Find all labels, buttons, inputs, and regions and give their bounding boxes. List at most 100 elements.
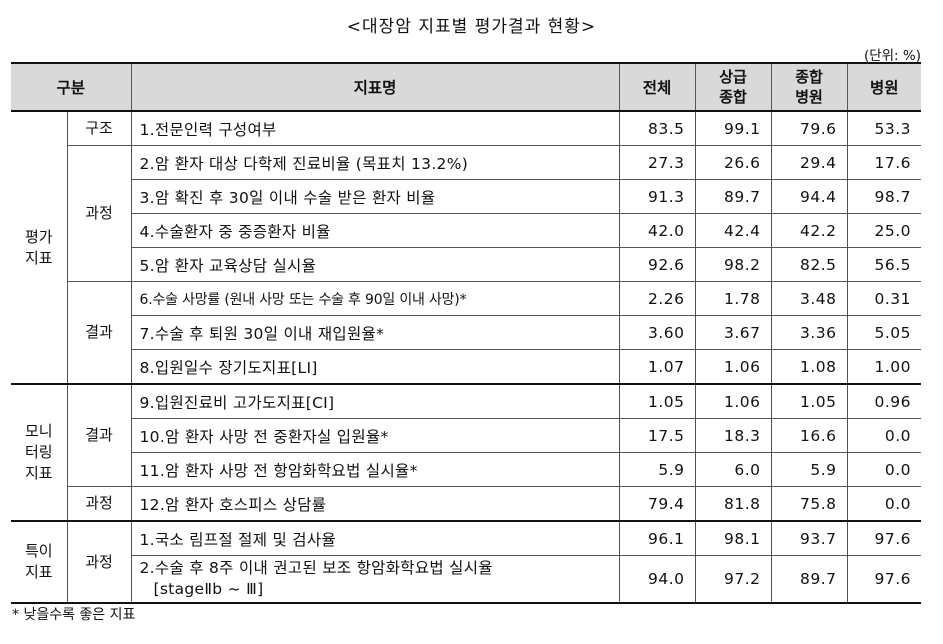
value-hospital: 0.0 xyxy=(846,452,921,487)
value-general: 1.08 xyxy=(770,349,848,385)
subgroup-process: 과정 xyxy=(67,145,132,282)
value-upper: 98.1 xyxy=(694,520,772,556)
indicator-name: 12.암 환자 호스피스 상담률 xyxy=(130,486,620,522)
value-total: 83.5 xyxy=(618,110,696,146)
value-upper: 1.78 xyxy=(694,281,772,316)
value-hospital: 0.0 xyxy=(846,486,921,522)
header-general-hospital: 종합 병원 xyxy=(770,62,848,112)
indicator-name: 8.입원일수 장기도지표[LI] xyxy=(131,349,620,385)
table-row: 5.암 환자 교육상담 실시율 92.6 98.2 82.5 56.5 xyxy=(11,247,921,282)
value-total: 79.4 xyxy=(618,486,696,522)
indicator-name: 4.수술환자 중 중증환자 비율 xyxy=(131,213,620,248)
value-general: 29.4 xyxy=(770,145,848,180)
group-special: 특이 지표 xyxy=(11,520,68,604)
value-upper: 81.8 xyxy=(694,486,772,522)
table-row: 10.암 환자 사망 전 중환자실 입원율* 17.5 18.3 16.6 0.… xyxy=(11,418,921,453)
value-hospital: 5.05 xyxy=(846,315,921,350)
value-total: 17.5 xyxy=(618,418,696,453)
value-upper: 97.2 xyxy=(694,555,772,604)
evaluation-results-table: 구분 지표명 전체 상급 종합 종합 병원 병원 평가 지표 구조 1.전문인력 구… xyxy=(11,62,921,604)
value-total: 1.07 xyxy=(618,349,696,385)
footnote: * 낮을수록 좋은 지표 xyxy=(12,607,136,623)
subgroup-result: 결과 xyxy=(67,281,132,385)
value-total: 3.60 xyxy=(618,315,696,350)
table-row: 7.수술 후 퇴원 30일 이내 재입원율* 3.60 3.67 3.36 5.… xyxy=(11,315,921,350)
subgroup-result: 결과 xyxy=(66,383,132,487)
table-row: 4.수술환자 중 중증환자 비율 42.0 42.4 42.2 25.0 xyxy=(11,213,921,248)
value-upper: 1.06 xyxy=(694,383,772,419)
value-total: 42.0 xyxy=(618,213,696,248)
table-row: 8.입원일수 장기도지표[LI] 1.07 1.06 1.08 1.00 xyxy=(11,349,921,385)
value-total: 5.9 xyxy=(618,452,696,487)
table-title: <대장암 지표별 평가결과 현황> xyxy=(346,17,597,37)
value-hospital: 97.6 xyxy=(846,555,921,604)
value-general: 94.4 xyxy=(770,179,848,214)
value-hospital: 0.0 xyxy=(846,418,921,453)
value-upper: 6.0 xyxy=(694,452,772,487)
value-hospital: 56.5 xyxy=(846,247,921,282)
table-row: 3.암 확진 후 30일 이내 수술 받은 환자 비율 91.3 89.7 94… xyxy=(11,179,921,214)
value-upper: 98.2 xyxy=(694,247,772,282)
table-row: 모니 터링 지표 결과 9.입원진료비 고가도지표[CI] 1.05 1.06 … xyxy=(11,383,921,522)
table-row: 11.암 환자 사망 전 항암화학요법 실시율* 5.9 6.0 5.9 0.0 xyxy=(11,452,921,487)
table-row: 2.수술 후 8주 이내 권고된 보조 항암화학요법 실시율 [stageⅡb ~… xyxy=(11,555,921,604)
value-hospital: 0.96 xyxy=(846,383,921,419)
indicator-name: 1.국소 림프절 절제 및 검사율 xyxy=(130,520,620,556)
value-hospital: 98.7 xyxy=(846,179,921,214)
header-category: 구분 xyxy=(11,62,132,112)
value-general: 3.36 xyxy=(770,315,848,350)
value-hospital: 25.0 xyxy=(846,213,921,248)
value-general: 75.8 xyxy=(770,486,848,522)
value-hospital: 17.6 xyxy=(846,145,921,180)
header-indicator: 지표명 xyxy=(130,62,620,112)
table-row: 과정 12.암 환자 호스피스 상담률 79.4 81.8 75.8 0.0 xyxy=(11,486,921,522)
value-hospital: 53.3 xyxy=(846,110,921,146)
value-hospital: 1.00 xyxy=(846,349,921,385)
value-general: 89.7 xyxy=(770,555,848,604)
value-total: 2.26 xyxy=(618,281,696,316)
indicator-name: 10.암 환자 사망 전 중환자실 입원율* xyxy=(131,418,620,453)
value-upper: 89.7 xyxy=(694,179,772,214)
value-general: 1.05 xyxy=(770,383,848,419)
table-row: 과정 2.암 환자 대상 다학제 진료비율 (목표치 13.2%) 27.3 2… xyxy=(11,145,921,282)
value-upper: 18.3 xyxy=(694,418,772,453)
indicator-name: 6.수술 사망률 (원내 사망 또는 수술 후 90일 이내 사망)* xyxy=(130,281,620,316)
subgroup-structure: 구조 xyxy=(66,110,132,146)
header-upper-general: 상급 종합 xyxy=(694,62,772,112)
value-general: 79.6 xyxy=(770,110,848,146)
value-upper: 42.4 xyxy=(694,213,772,248)
table-row: 평가 지표 구조 1.전문인력 구성여부 83.5 99.1 79.6 53.3 xyxy=(11,110,921,385)
indicator-name: 1.전문인력 구성여부 xyxy=(130,110,620,146)
value-upper: 99.1 xyxy=(694,110,772,146)
group-eval: 평가 지표 xyxy=(11,110,68,385)
subgroup-process: 과정 xyxy=(67,486,132,522)
indicator-name: 3.암 확진 후 30일 이내 수술 받은 환자 비율 xyxy=(131,179,620,214)
value-upper: 26.6 xyxy=(694,145,772,180)
table-row: 특이 지표 과정 1.국소 림프절 절제 및 검사율 96.1 98.1 93.… xyxy=(11,520,921,604)
indicator-name: 7.수술 후 퇴원 30일 이내 재입원율* xyxy=(131,315,620,350)
indicator-name: 9.입원진료비 고가도지표[CI] xyxy=(130,383,620,419)
value-total: 27.3 xyxy=(618,145,696,180)
value-total: 91.3 xyxy=(618,179,696,214)
value-general: 82.5 xyxy=(770,247,848,282)
value-total: 94.0 xyxy=(618,555,696,604)
group-monitor: 모니 터링 지표 xyxy=(11,383,68,522)
value-general: 5.9 xyxy=(770,452,848,487)
value-hospital: 0.31 xyxy=(846,281,921,316)
table-row: 결과 6.수술 사망률 (원내 사망 또는 수술 후 90일 이내 사망)* 2… xyxy=(11,281,921,385)
value-upper: 1.06 xyxy=(694,349,772,385)
indicator-name: 2.암 환자 대상 다학제 진료비율 (목표치 13.2%) xyxy=(130,145,620,180)
header-hospital: 병원 xyxy=(846,62,921,112)
header-total: 전체 xyxy=(618,62,696,112)
value-total: 96.1 xyxy=(618,520,696,556)
value-general: 16.6 xyxy=(770,418,848,453)
value-hospital: 97.6 xyxy=(846,520,921,556)
subgroup-process: 과정 xyxy=(66,520,132,604)
indicator-name: 2.수술 후 8주 이내 권고된 보조 항암화학요법 실시율 [stageⅡb ~… xyxy=(131,555,620,604)
value-general: 3.48 xyxy=(770,281,848,316)
value-general: 42.2 xyxy=(770,213,848,248)
value-general: 93.7 xyxy=(770,520,848,556)
value-total: 92.6 xyxy=(618,247,696,282)
indicator-name: 5.암 환자 교육상담 실시율 xyxy=(131,247,620,282)
header-row: 구분 지표명 전체 상급 종합 종합 병원 병원 xyxy=(11,62,921,112)
